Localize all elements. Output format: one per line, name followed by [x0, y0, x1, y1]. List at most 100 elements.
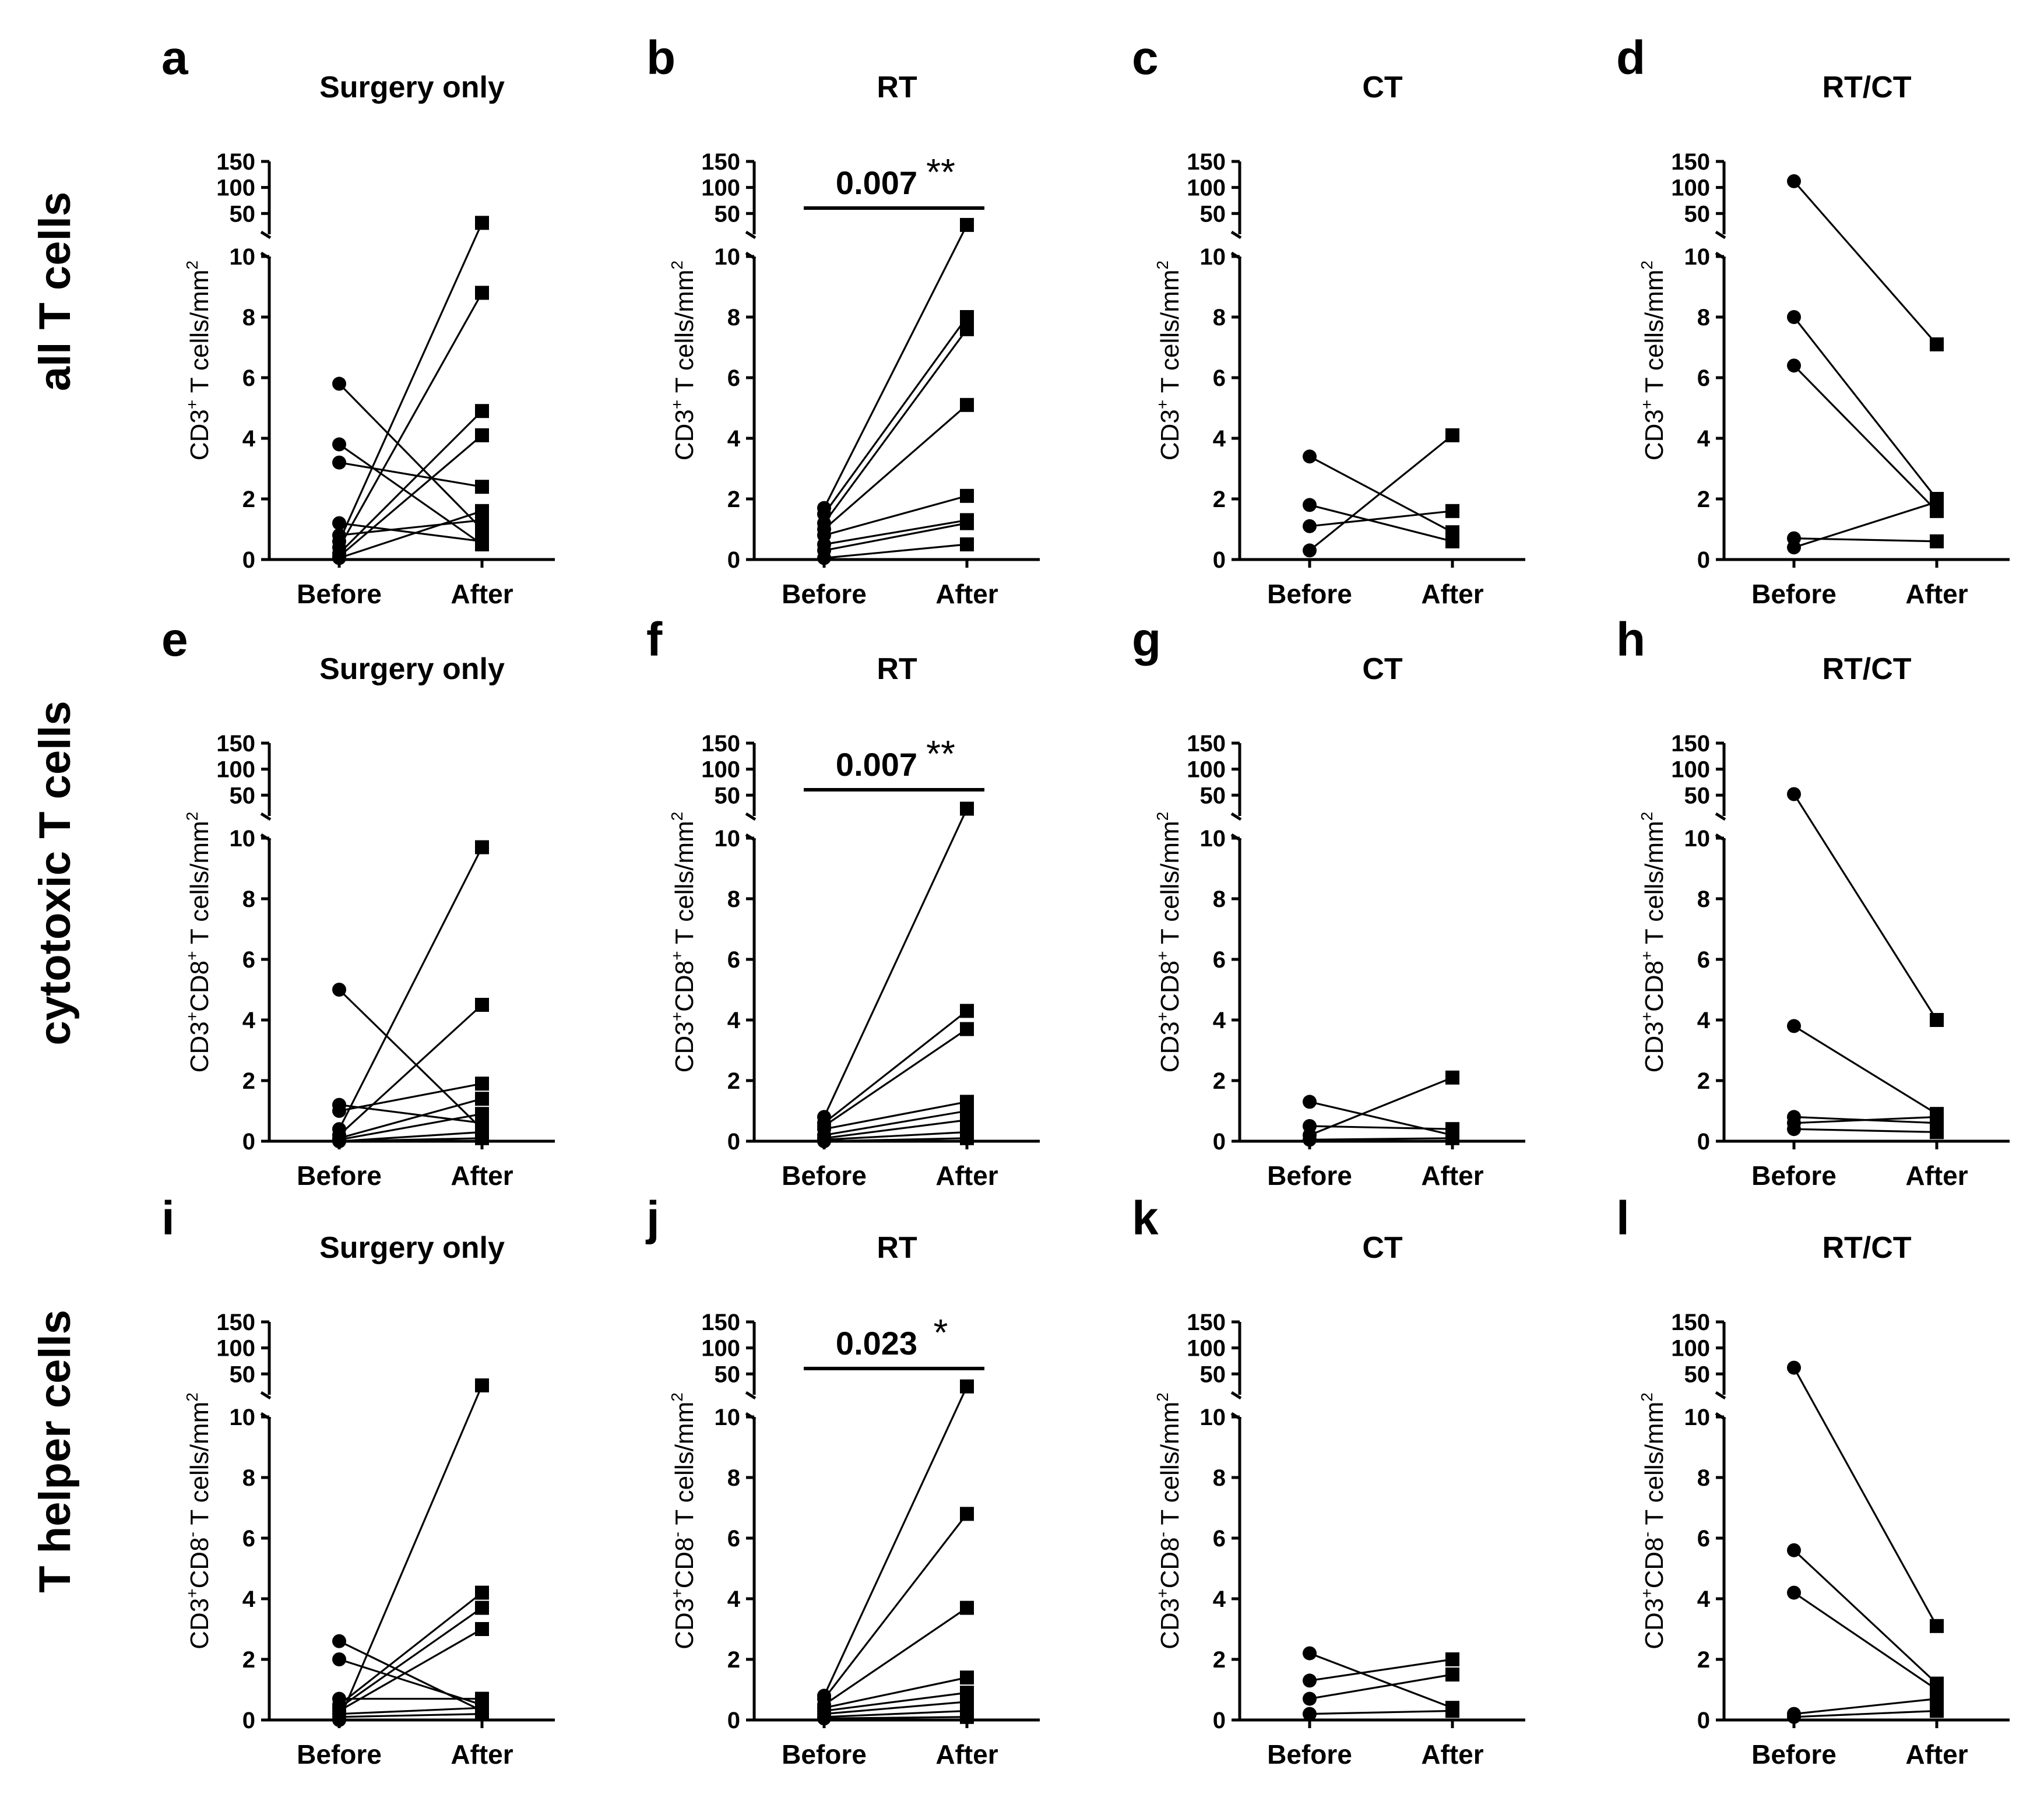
after-point: [1930, 1691, 1944, 1706]
y-tick-label: 4: [1213, 426, 1226, 452]
after-point: [475, 1092, 489, 1106]
pair-line: [338, 1385, 483, 1721]
y-tick-label: 50: [1200, 201, 1226, 227]
pair-line: [1793, 1128, 1937, 1133]
y-axis-label: CD3+CD8- T cells/mm2: [1638, 1392, 1669, 1649]
pair-line: [339, 1131, 483, 1142]
y-tick-label: 8: [1697, 305, 1710, 330]
x-tick-label: After: [451, 579, 513, 609]
after-point: [475, 216, 489, 230]
after-point: [475, 1600, 489, 1615]
x-tick-label: After: [451, 1739, 513, 1770]
y-tick-label: 100: [1187, 757, 1226, 783]
y-tick-label: 100: [216, 757, 255, 783]
pair-line: [824, 1701, 968, 1715]
y-tick-label: 4: [1697, 426, 1711, 452]
panel-letter: h: [1616, 613, 1645, 666]
y-tick-label: 0: [1697, 547, 1710, 573]
pair-line: [1309, 1658, 1453, 1682]
before-point: [1787, 1543, 1801, 1557]
y-tick-label: 6: [1697, 365, 1710, 391]
pair-line: [339, 1713, 483, 1718]
y-tick-label: 150: [701, 731, 740, 757]
after-point: [1445, 428, 1459, 442]
y-tick-label: 50: [1684, 1362, 1711, 1387]
x-tick-label: Before: [297, 1160, 382, 1191]
y-axis-label: CD3+CD8+ T cells/mm2: [1638, 812, 1669, 1073]
panel-letter: k: [1132, 1192, 1159, 1245]
pair-line: [823, 328, 968, 524]
y-axis-label: CD3+ T cells/mm2: [1153, 261, 1184, 460]
x-tick-label: After: [1905, 1739, 1968, 1770]
pair-line: [1309, 455, 1453, 533]
y-tick-label: 4: [1697, 1008, 1711, 1033]
pair-line: [823, 1386, 968, 1697]
pair-line: [1309, 1125, 1453, 1130]
panel-letter: a: [161, 31, 189, 85]
x-tick-label: Before: [297, 579, 382, 609]
panel-title: CT: [1362, 1231, 1403, 1265]
after-point: [960, 1004, 974, 1018]
y-tick-label: 10: [715, 1405, 741, 1430]
x-tick-label: After: [1421, 1739, 1483, 1770]
panel-title: Surgery only: [319, 1231, 505, 1265]
before-point: [332, 437, 346, 452]
before-point: [1303, 449, 1317, 464]
y-tick-label: 4: [1213, 1587, 1226, 1612]
pair-line: [1309, 1137, 1453, 1141]
after-point: [960, 1379, 974, 1394]
y-tick-label: 6: [1697, 1526, 1710, 1552]
before-point: [1787, 174, 1801, 188]
y-axis-label: CD3+CD8- T cells/mm2: [1153, 1392, 1184, 1649]
y-tick-label: 50: [230, 783, 256, 808]
pair-line: [823, 808, 968, 1118]
pair-line: [824, 1709, 968, 1718]
y-axis-label: CD3+ T cells/mm2: [668, 261, 699, 460]
y-tick-label: 8: [1697, 887, 1710, 912]
y-tick-label: 2: [727, 1068, 740, 1094]
axis-break-mark: [1230, 812, 1242, 821]
pair-line: [824, 1131, 968, 1141]
x-tick-label: After: [1905, 579, 1968, 609]
after-point: [960, 217, 974, 232]
y-axis-label: CD3+CD8- T cells/mm2: [183, 1392, 214, 1649]
y-tick-label: 4: [242, 426, 256, 452]
pair-line: [824, 519, 968, 546]
y-tick-label: 10: [1200, 826, 1226, 852]
panel-title: Surgery only: [319, 71, 505, 104]
pair-line: [824, 522, 968, 551]
panel-title: RT/CT: [1822, 71, 1911, 104]
after-point: [960, 801, 974, 816]
p-value-label: 0.007: [836, 164, 917, 201]
y-tick-label: 6: [1213, 1526, 1226, 1552]
y-tick-label: 100: [701, 175, 740, 201]
y-tick-label: 8: [1213, 305, 1226, 330]
x-tick-label: Before: [782, 579, 867, 609]
y-tick-label: 0: [727, 1129, 740, 1155]
y-axis-label: CD3+CD8+ T cells/mm2: [668, 812, 699, 1073]
pair-line: [823, 224, 968, 509]
axis-break-mark: [260, 1391, 272, 1400]
pair-line: [1309, 504, 1453, 543]
p-value-label: 0.007: [836, 746, 917, 783]
pair-line: [1793, 1698, 1937, 1715]
y-tick-label: 4: [727, 426, 741, 452]
pair-line: [823, 404, 968, 530]
before-point: [1787, 1019, 1801, 1033]
y-tick-label: 50: [715, 783, 741, 808]
panel-letter: j: [645, 1192, 660, 1245]
before-point: [1787, 1709, 1801, 1724]
after-point: [475, 1107, 489, 1121]
pair-line: [1793, 1367, 1938, 1627]
y-tick-label: 4: [727, 1008, 741, 1033]
y-axis-label: CD3+ T cells/mm2: [183, 261, 214, 460]
panel-letter: i: [161, 1192, 175, 1245]
pair-line: [339, 1658, 483, 1706]
y-tick-label: 150: [1187, 731, 1226, 757]
y-tick-label: 100: [1187, 1336, 1226, 1362]
y-tick-label: 2: [242, 487, 255, 512]
